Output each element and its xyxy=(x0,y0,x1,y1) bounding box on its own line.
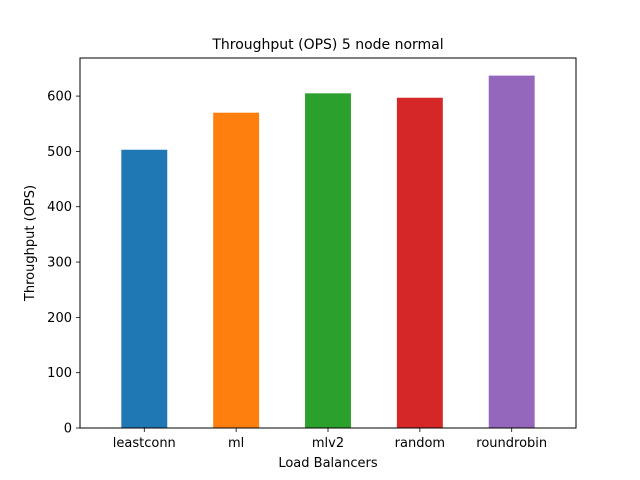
y-tick-label: 300 xyxy=(47,256,72,271)
x-ticks-group: leastconn ml mlv2 random roundrobin xyxy=(113,428,547,451)
x-tick-label: leastconn xyxy=(113,436,176,451)
y-tick-label: 400 xyxy=(47,200,72,215)
bar-leastconn xyxy=(121,149,168,428)
y-tick-label: 0 xyxy=(64,422,72,437)
y-ticks-group: 0 100 200 300 400 500 600 xyxy=(47,90,80,437)
y-tick-label: 100 xyxy=(47,366,72,381)
bar-roundrobin xyxy=(488,75,535,428)
x-axis-label: Load Balancers xyxy=(278,456,378,471)
y-axis-label: Throughput (OPS) xyxy=(23,185,38,302)
x-tick-label: roundrobin xyxy=(476,436,547,451)
chart-title: Throughput (OPS) 5 node normal xyxy=(211,37,443,53)
bars-group xyxy=(121,75,535,428)
plot-frame xyxy=(79,57,577,429)
bar-ml xyxy=(213,112,260,428)
y-tick-label: 200 xyxy=(47,311,72,326)
bar-mlv2 xyxy=(305,93,351,428)
y-tick-label: 600 xyxy=(47,90,72,105)
bar-random xyxy=(396,97,443,428)
x-tick-label: random xyxy=(395,436,445,451)
y-tick-label: 500 xyxy=(47,145,72,160)
x-tick-label: ml xyxy=(228,436,244,451)
x-tick-label: mlv2 xyxy=(312,436,344,451)
